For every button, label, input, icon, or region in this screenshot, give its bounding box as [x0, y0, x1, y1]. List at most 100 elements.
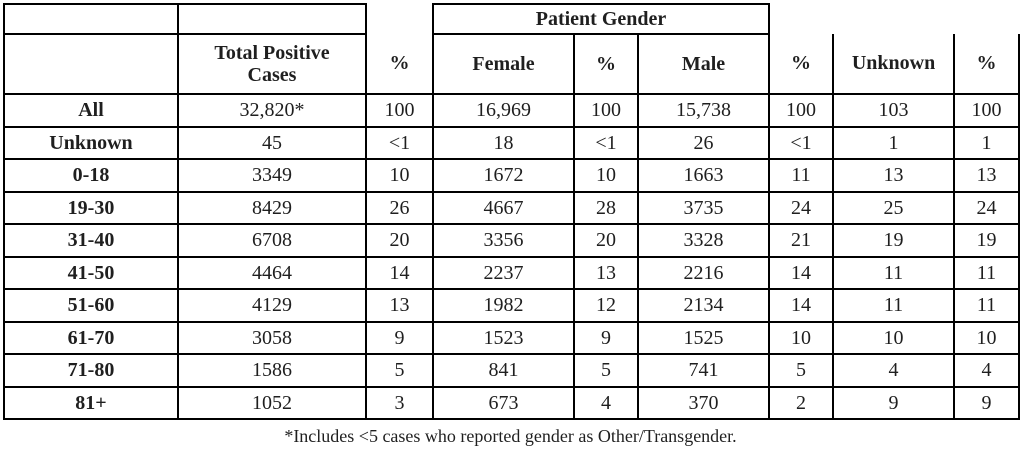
table-cell: 100 [769, 94, 835, 128]
table-cell: 21 [769, 224, 835, 258]
table-cell: 24 [769, 191, 835, 225]
table-cell: 4 [833, 354, 956, 388]
table-cell: 4667 [433, 191, 575, 225]
table-cell: 4129 [178, 289, 367, 323]
table-cell: 10 [833, 321, 956, 355]
column-header-row: Total Positive Cases % Female % Male % U… [3, 34, 1021, 95]
table-cell: 370 [638, 386, 771, 420]
table-cell: 6708 [178, 224, 367, 258]
table-row-41-50: 41-50 4464 14 2237 13 2216 14 11 11 [3, 256, 1021, 290]
spacer-cell [954, 4, 1019, 34]
table-cell: 13 [574, 256, 639, 290]
row-label: All [3, 94, 179, 128]
row-label: 71-80 [3, 354, 179, 388]
table-cell: 5 [574, 354, 639, 388]
row-label: 51-60 [3, 289, 179, 323]
table-cell: 1 [833, 126, 956, 160]
table-cell: 10 [366, 159, 434, 193]
table-cell: 2134 [638, 289, 771, 323]
col-header-female: Female [433, 34, 575, 95]
table-cell: 11 [954, 289, 1021, 323]
table-cell: 15,738 [638, 94, 771, 128]
table-cell: 24 [954, 191, 1021, 225]
col-header-unknown: Unknown [833, 34, 956, 95]
table-cell: 1525 [638, 321, 771, 355]
table-cell: 100 [366, 94, 434, 128]
table-cell: 16,969 [433, 94, 575, 128]
table-cell: 25 [833, 191, 956, 225]
table-row-81plus: 81+ 1052 3 673 4 370 2 9 9 [3, 386, 1021, 420]
patient-gender-age-table: Patient Gender Total Positive Cases % Fe… [3, 3, 1021, 420]
col-header-age-group [3, 34, 179, 95]
table-cell: 5 [769, 354, 835, 388]
corner-cell-left [3, 3, 179, 35]
table-cell: 13 [954, 159, 1021, 193]
table-cell: 19 [954, 224, 1021, 258]
table-cell: 11 [769, 159, 835, 193]
table-cell: 1663 [638, 159, 771, 193]
table-cell: 3735 [638, 191, 771, 225]
table-cell: 103 [833, 94, 956, 128]
table-cell: 10 [574, 159, 639, 193]
table-cell: 2216 [638, 256, 771, 290]
table-cell: 5 [366, 354, 434, 388]
table-cell: 2237 [433, 256, 575, 290]
table-cell: 9 [833, 386, 956, 420]
table-cell: 12 [574, 289, 639, 323]
table-cell: 20 [366, 224, 434, 258]
row-label: 81+ [3, 386, 179, 420]
col-header-total-positive-cases: Total Positive Cases [178, 34, 367, 95]
table-cell: 26 [366, 191, 434, 225]
table-cell: <1 [366, 126, 434, 160]
table-cell: <1 [769, 126, 835, 160]
table-cell: 1052 [178, 386, 367, 420]
table-cell: 14 [769, 289, 835, 323]
table-cell: 3 [366, 386, 434, 420]
table-cell: 9 [366, 321, 434, 355]
col-header-male-pct: % [769, 34, 835, 95]
table-row-61-70: 61-70 3058 9 1523 9 1525 10 10 10 [3, 321, 1021, 355]
table-cell: 26 [638, 126, 771, 160]
table-cell: 3349 [178, 159, 367, 193]
table-cell: <1 [574, 126, 639, 160]
top-header-row: Patient Gender [3, 3, 1019, 35]
spacer-cell [833, 4, 954, 34]
table-cell: 1 [954, 126, 1021, 160]
spacer-cell [366, 4, 433, 34]
row-label: Unknown [3, 126, 179, 160]
table-row-19-30: 19-30 8429 26 4667 28 3735 24 25 24 [3, 191, 1021, 225]
row-label: 19-30 [3, 191, 179, 225]
table-row-31-40: 31-40 6708 20 3356 20 3328 21 19 19 [3, 224, 1021, 258]
table-row-51-60: 51-60 4129 13 1982 12 2134 14 11 11 [3, 289, 1021, 323]
table-cell: 11 [954, 256, 1021, 290]
table-cell: 741 [638, 354, 771, 388]
table-cell: 14 [366, 256, 434, 290]
table-cell: 4 [954, 354, 1021, 388]
table-cell: 4464 [178, 256, 367, 290]
row-label: 31-40 [3, 224, 179, 258]
corner-cell-total [178, 3, 367, 35]
col-header-female-pct: % [574, 34, 639, 95]
table-cell: 9 [574, 321, 639, 355]
table-cell: 11 [833, 289, 956, 323]
col-header-male: Male [638, 34, 771, 95]
table-cell: 11 [833, 256, 956, 290]
patient-gender-header: Patient Gender [431, 3, 771, 35]
table-cell: 673 [433, 386, 575, 420]
table-cell: 19 [833, 224, 956, 258]
table-cell: 10 [769, 321, 835, 355]
row-label: 61-70 [3, 321, 179, 355]
table-cell: 1586 [178, 354, 367, 388]
table-cell: 9 [954, 386, 1021, 420]
table-row-0-18: 0-18 3349 10 1672 10 1663 11 13 13 [3, 159, 1021, 193]
table-cell: 8429 [178, 191, 367, 225]
col-header-unknown-pct: % [954, 34, 1021, 95]
table-cell: 18 [433, 126, 575, 160]
table-cell: 3356 [433, 224, 575, 258]
table-row-unknown: Unknown 45 <1 18 <1 26 <1 1 1 [3, 126, 1021, 160]
table-row-all: All 32,820* 100 16,969 100 15,738 100 10… [3, 94, 1021, 128]
table-cell: 13 [366, 289, 434, 323]
table-cell: 10 [954, 321, 1021, 355]
row-label: 0-18 [3, 159, 179, 193]
table-cell: 1982 [433, 289, 575, 323]
